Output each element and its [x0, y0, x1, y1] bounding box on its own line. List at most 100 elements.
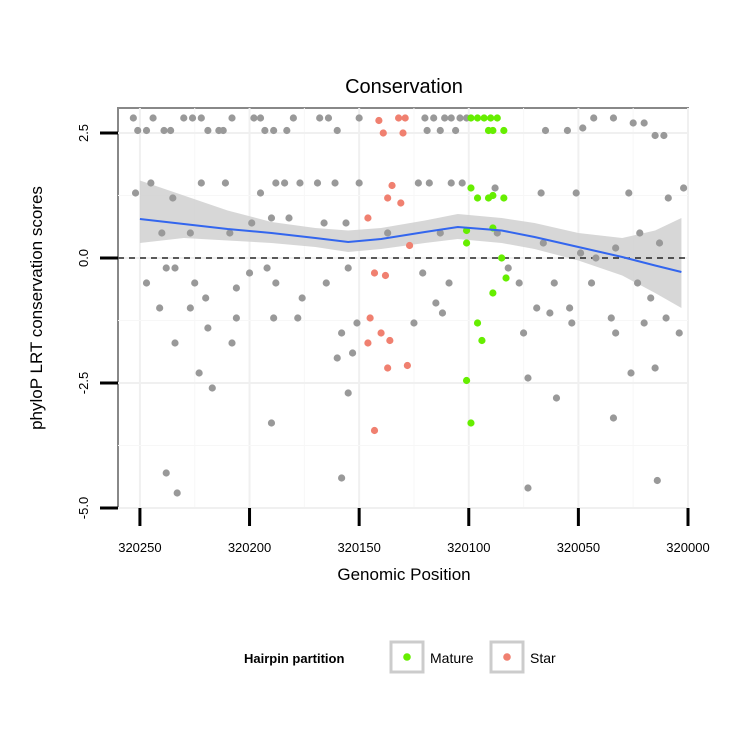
other-point-130 — [552, 394, 561, 402]
other-point-50 — [313, 179, 322, 187]
other-point-57 — [491, 184, 499, 192]
x-tick-label-5: 320000 — [666, 540, 709, 555]
legend: Hairpin partition Mature Star — [244, 640, 556, 674]
legend-label-star: Star — [530, 650, 556, 666]
other-point-27 — [456, 114, 464, 122]
other-point-129 — [524, 374, 532, 382]
other-point-126 — [208, 384, 216, 392]
other-point-127 — [267, 419, 276, 427]
legend-item-star: Star — [489, 640, 556, 674]
other-point-132 — [609, 414, 618, 422]
other-point-21 — [333, 126, 341, 135]
other-point-11 — [215, 126, 223, 135]
other-point-97 — [533, 304, 541, 312]
star-point-0 — [375, 116, 383, 125]
other-point-35 — [590, 114, 598, 122]
other-point-5 — [167, 126, 175, 135]
trend-line — [139, 218, 682, 273]
x-tick-label-4: 320050 — [557, 540, 600, 555]
other-point-105 — [156, 304, 164, 312]
mature-point-6 — [489, 126, 497, 135]
other-point-108 — [232, 314, 240, 322]
y-axis-title: phyloP LRT conservation scores — [27, 186, 46, 430]
other-point-26 — [447, 114, 455, 122]
other-point-60 — [625, 189, 633, 197]
mature-point-4 — [493, 114, 501, 122]
other-point-81 — [162, 264, 170, 272]
other-point-39 — [651, 131, 659, 140]
other-point-121 — [171, 339, 179, 347]
mature-point-18 — [489, 289, 497, 297]
other-point-66 — [248, 219, 256, 227]
y-tick-label-2: -2.5 — [76, 372, 91, 394]
legend-label-mature: Mature — [430, 650, 474, 666]
other-point-131 — [627, 369, 635, 377]
other-point-61 — [664, 194, 672, 202]
other-point-29 — [423, 126, 431, 135]
other-point-74 — [539, 239, 547, 247]
other-point-82 — [171, 264, 179, 272]
star-point-4 — [399, 129, 407, 137]
other-point-115 — [519, 329, 528, 337]
star-point-18 — [370, 426, 379, 435]
other-point-59 — [572, 189, 580, 197]
other-point-46 — [256, 189, 265, 197]
other-point-87 — [263, 264, 271, 272]
star-point-11 — [381, 271, 390, 280]
other-point-33 — [563, 126, 572, 135]
other-point-137 — [524, 484, 532, 492]
mature-point-20 — [478, 336, 486, 345]
other-point-6 — [180, 114, 188, 122]
other-point-14 — [256, 114, 265, 122]
other-point-102 — [633, 279, 642, 287]
other-point-94 — [445, 279, 453, 287]
star-point-7 — [397, 199, 405, 207]
y-tick-label-1: 0.0 — [76, 249, 91, 267]
other-point-48 — [281, 179, 289, 187]
other-point-107 — [204, 324, 212, 332]
other-point-122 — [228, 339, 236, 347]
other-point-83 — [191, 279, 199, 287]
star-point-6 — [384, 194, 392, 202]
other-point-45 — [221, 179, 230, 187]
x-axis: 320250 320200 320150 320100 320050 320000 — [118, 508, 710, 555]
other-point-18 — [289, 114, 297, 122]
other-point-138 — [653, 476, 661, 485]
other-point-104 — [662, 314, 670, 322]
other-point-117 — [568, 319, 576, 327]
star-point-3 — [379, 129, 387, 137]
other-point-88 — [272, 279, 280, 287]
star-point-2 — [401, 114, 409, 122]
other-point-42 — [147, 179, 155, 187]
mature-point-8 — [467, 184, 475, 192]
other-point-7 — [188, 114, 197, 122]
mature-point-21 — [462, 376, 471, 385]
mature-point-2 — [480, 114, 488, 122]
chart-title: Conservation — [345, 76, 463, 98]
other-point-37 — [629, 119, 637, 127]
other-point-98 — [550, 279, 558, 287]
mature-point-16 — [498, 254, 506, 262]
other-point-53 — [414, 179, 422, 187]
other-point-69 — [320, 219, 328, 227]
other-point-22 — [355, 114, 363, 122]
trend-line-group — [139, 218, 682, 273]
other-point-110 — [294, 314, 302, 322]
other-point-4 — [160, 126, 168, 135]
other-point-49 — [296, 179, 304, 187]
plot-background — [117, 107, 689, 509]
other-point-44 — [197, 179, 205, 187]
other-point-64 — [186, 229, 194, 237]
star-point-5 — [388, 181, 396, 190]
other-point-120 — [675, 329, 683, 337]
mature-point-12 — [500, 194, 508, 202]
other-point-101 — [607, 314, 615, 322]
star-point-14 — [386, 336, 394, 345]
other-point-135 — [173, 489, 181, 497]
other-point-93 — [432, 299, 440, 307]
other-point-76 — [592, 254, 600, 262]
other-point-51 — [331, 179, 339, 187]
other-point-89 — [298, 294, 306, 302]
other-point-67 — [267, 214, 276, 222]
other-point-91 — [344, 264, 352, 272]
